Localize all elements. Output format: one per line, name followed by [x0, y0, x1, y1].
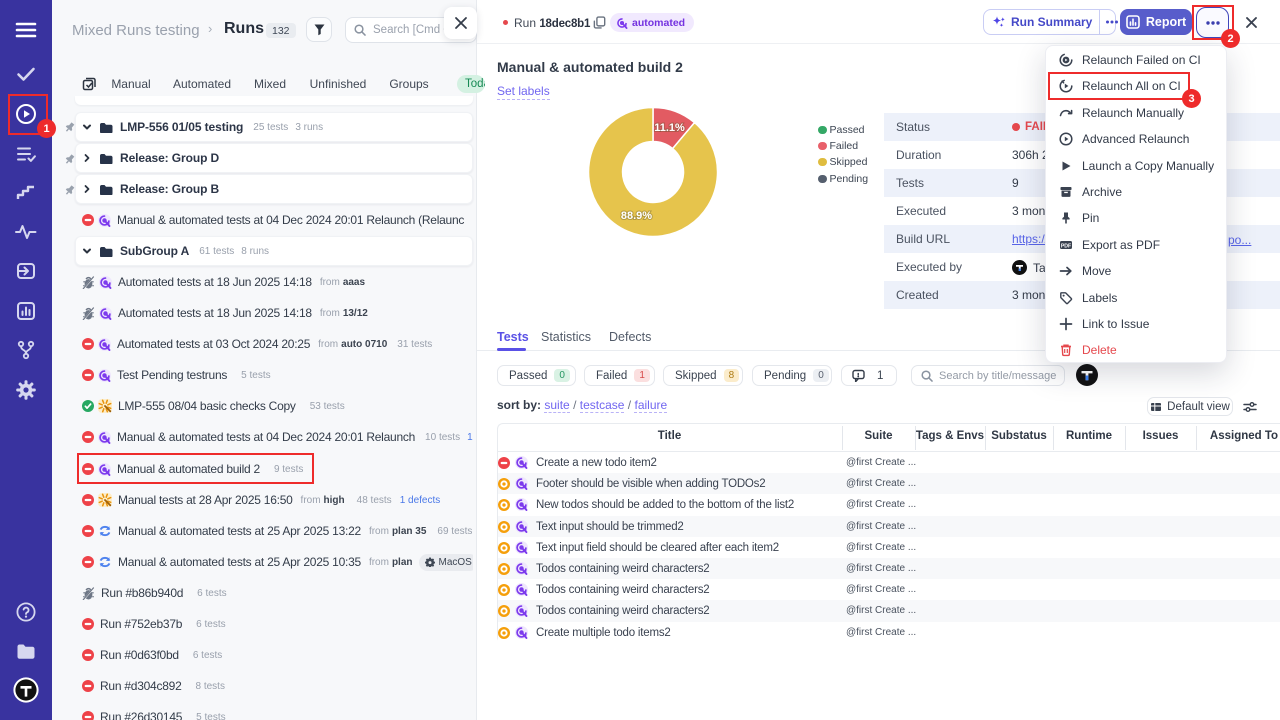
svg-text:11.1%: 11.1% — [654, 122, 685, 134]
svg-text:88.9%: 88.9% — [621, 210, 652, 222]
svg-text:PDF: PDF — [1061, 243, 1071, 249]
